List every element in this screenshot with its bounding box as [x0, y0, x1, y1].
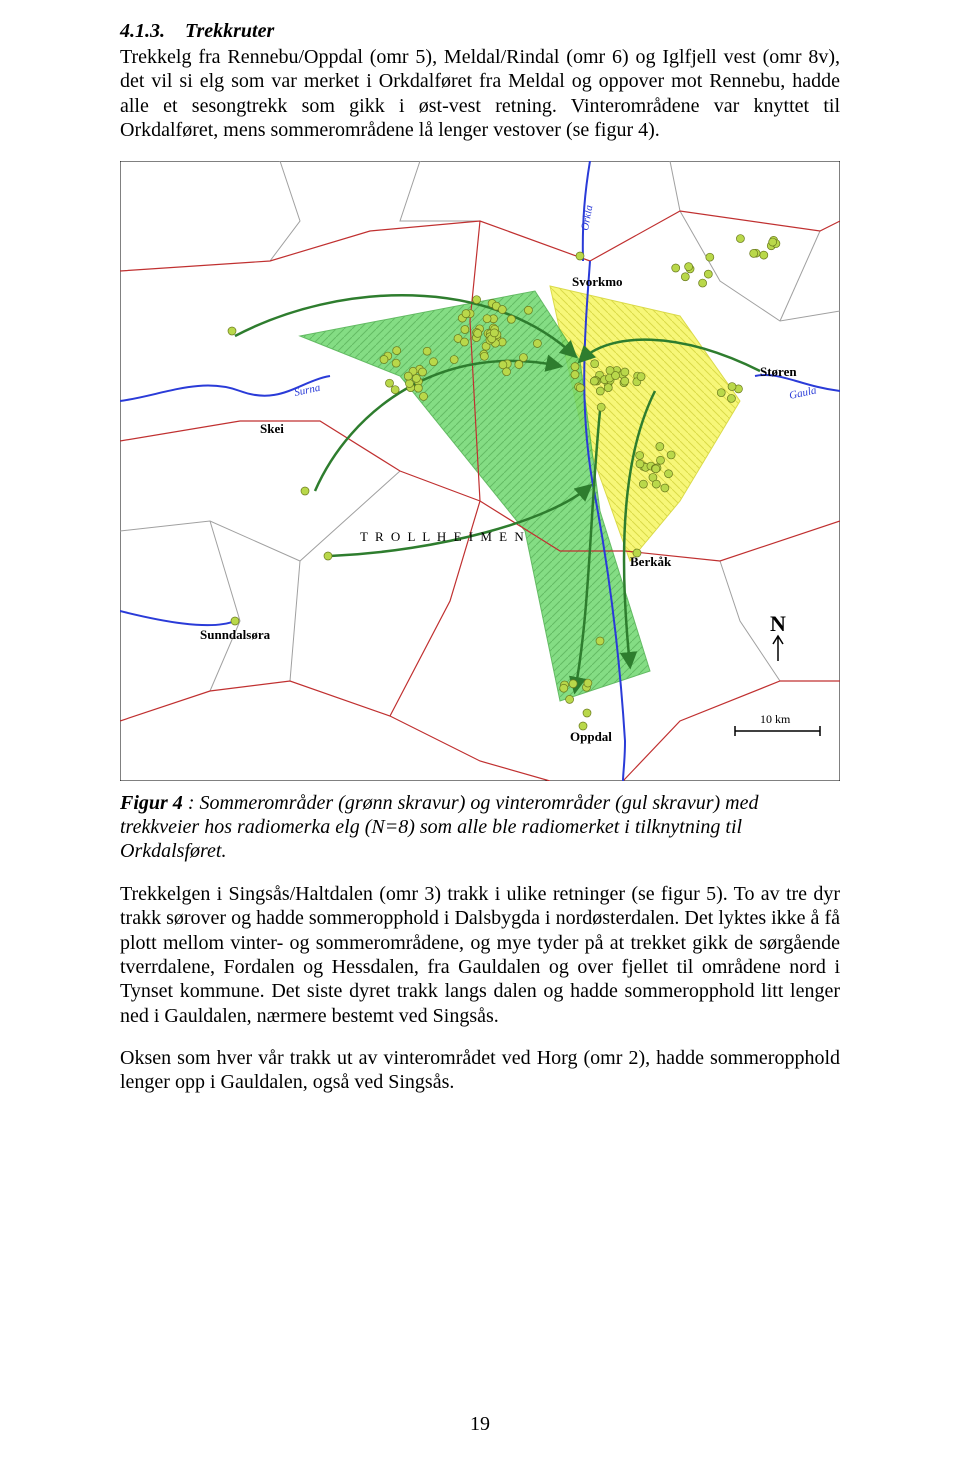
- figure-4-caption: Figur 4 : Sommerområder (grønn skravur) …: [120, 791, 840, 864]
- svg-text:T R O L L H E I M E N: T R O L L H E I M E N: [360, 529, 526, 544]
- page-number: 19: [0, 1413, 960, 1436]
- svg-text:10 km: 10 km: [760, 712, 791, 726]
- section-heading: 4.1.3. Trekkruter: [120, 20, 840, 43]
- figure-4-map: Orkla Svorkmo Støren Gaula Surna Skei T …: [120, 161, 840, 781]
- svg-text:Svorkmo: Svorkmo: [572, 274, 623, 289]
- svg-text:Oppdal: Oppdal: [570, 729, 612, 744]
- section-number: 4.1.3.: [120, 20, 165, 42]
- paragraph-1: Trekkelg fra Rennebu/Oppdal (omr 5), Mel…: [120, 45, 840, 143]
- section-title: Trekkruter: [185, 20, 274, 42]
- svg-text:Skei: Skei: [260, 421, 284, 436]
- svg-text:N: N: [770, 611, 786, 636]
- svg-text:Sunndalsøra: Sunndalsøra: [200, 627, 271, 642]
- figure-caption-text: : Sommerområder (grønn skravur) og vinte…: [120, 792, 758, 863]
- paragraph-2: Trekkelgen i Singsås/Haltdalen (omr 3) t…: [120, 882, 840, 1028]
- svg-text:Berkåk: Berkåk: [630, 554, 672, 569]
- figure-label: Figur 4: [120, 792, 183, 814]
- svg-text:Støren: Støren: [760, 364, 797, 379]
- paragraph-3: Oksen som hver vår trakk ut av vinteromr…: [120, 1046, 840, 1095]
